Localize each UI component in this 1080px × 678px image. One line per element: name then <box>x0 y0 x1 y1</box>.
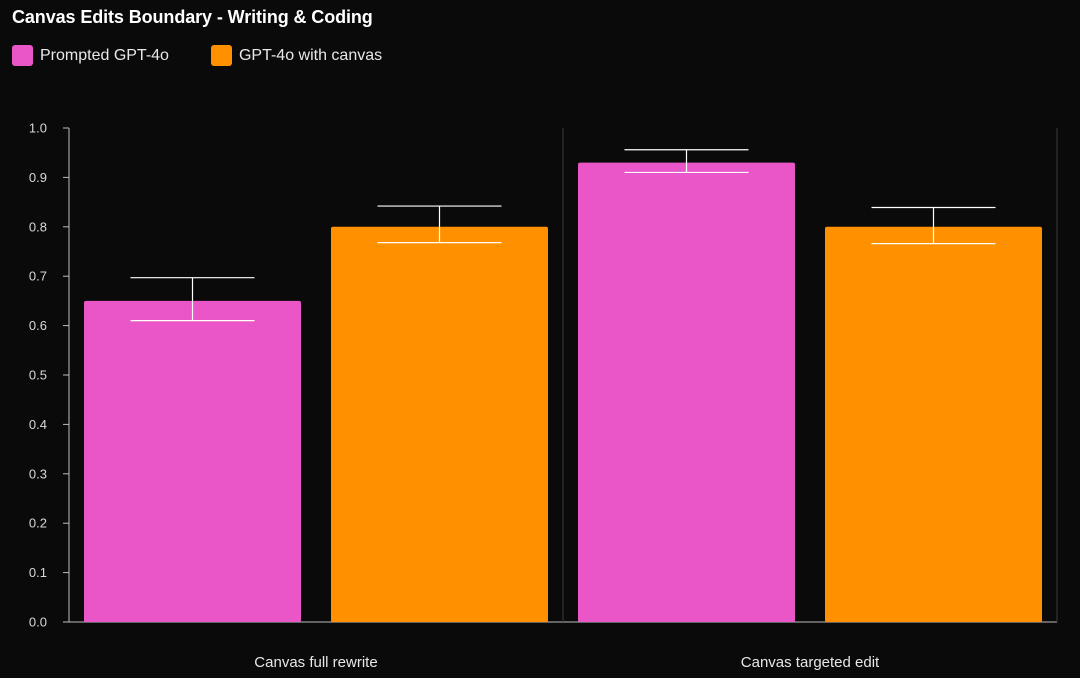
y-tick-label-6: 0.6 <box>29 318 47 333</box>
legend: Prompted GPT-4o GPT-4o with canvas <box>12 45 382 66</box>
y-tick-label-5: 0.5 <box>29 368 47 383</box>
legend-item-prompted-gpt4o: Prompted GPT-4o <box>12 45 169 66</box>
y-tick-label-4: 0.4 <box>29 417 47 432</box>
legend-label-gpt4o-canvas: GPT-4o with canvas <box>238 46 383 64</box>
x-category-label-0: Canvas full rewrite <box>254 654 377 671</box>
bar-0-0 <box>84 300 301 622</box>
legend-swatch-gpt4o-canvas <box>210 45 232 66</box>
y-tick-label-0: 0.0 <box>29 615 47 630</box>
bar-1-1 <box>825 226 1042 623</box>
y-tick-label-1: 0.1 <box>29 565 47 580</box>
legend-swatch-prompted-gpt4o <box>12 45 33 66</box>
y-tick-label-7: 0.7 <box>29 269 47 284</box>
chart-title: Canvas Edits Boundary - Writing & Coding <box>12 7 373 27</box>
y-tick-label-9: 0.9 <box>29 170 47 185</box>
legend-label-prompted-gpt4o: Prompted GPT-4o <box>40 46 169 64</box>
y-tick-label-2: 0.2 <box>29 516 47 531</box>
y-tick-label-3: 0.3 <box>29 466 47 481</box>
y-tick-label-8: 0.8 <box>29 219 47 234</box>
bar-0-1 <box>331 226 548 623</box>
bar-1-0 <box>578 162 795 622</box>
legend-item-gpt4o-canvas: GPT-4o with canvas <box>210 45 383 66</box>
x-category-label-1: Canvas targeted edit <box>741 654 880 671</box>
y-tick-label-10: 1.0 <box>29 121 47 136</box>
